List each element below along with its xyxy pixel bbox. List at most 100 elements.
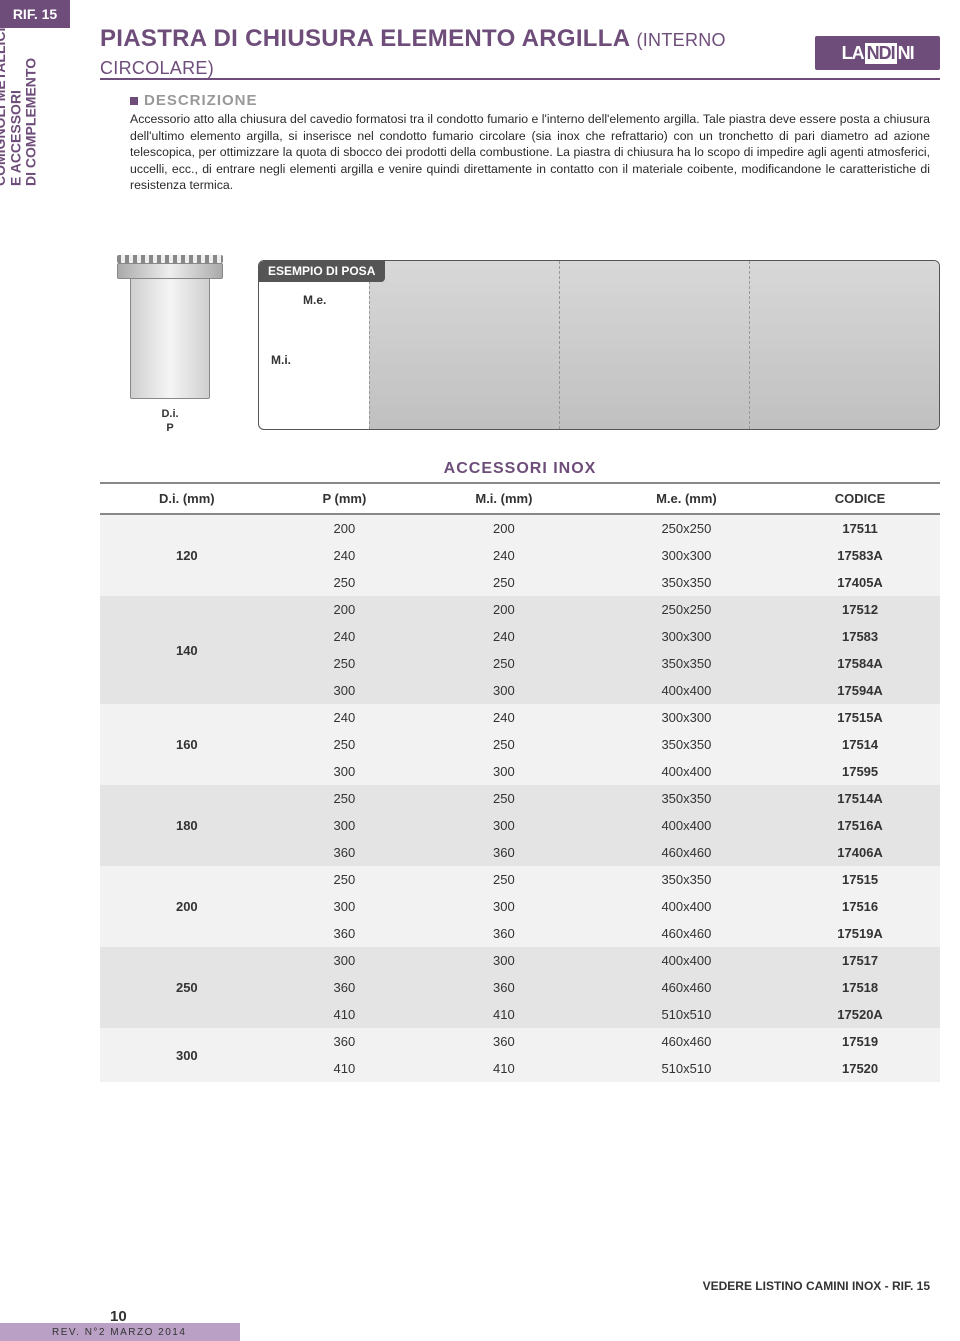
page-title: PIASTRA DI CHIUSURA ELEMENTO ARGILLA (IN…: [100, 25, 815, 81]
rif-tab: RIF. 15: [0, 0, 70, 28]
cell: 17511: [780, 514, 940, 542]
diagram-box: D.i. P: [100, 260, 240, 430]
cell: 17514: [780, 731, 940, 758]
example-photo: [749, 261, 939, 429]
cell: 350x350: [593, 731, 780, 758]
cell: 250: [274, 785, 415, 812]
middle-row: D.i. P ESEMPIO DI POSA M.e. M.i.: [100, 260, 940, 430]
cell: 17583: [780, 623, 940, 650]
cell: 360: [274, 839, 415, 866]
cell: 300x300: [593, 542, 780, 569]
cell: 400x400: [593, 812, 780, 839]
cell: 250: [415, 650, 593, 677]
cell: 250x250: [593, 596, 780, 623]
table-header: D.i. (mm): [100, 483, 274, 514]
revision-bar: REV. N°2 MARZO 2014: [0, 1323, 240, 1341]
cell: 350x350: [593, 650, 780, 677]
table-row: 120200200250x25017511: [100, 514, 940, 542]
description-text: Accessorio atto alla chiusura del cavedi…: [130, 111, 930, 194]
logo-post: NI: [898, 43, 914, 64]
cell: 460x460: [593, 974, 780, 1001]
cell: 17515: [780, 866, 940, 893]
cell: 300: [415, 758, 593, 785]
cell: 300: [274, 812, 415, 839]
cell: 250x250: [593, 514, 780, 542]
cell: 510x510: [593, 1001, 780, 1028]
cell: 300x300: [593, 623, 780, 650]
table-row: 140200200250x25017512: [100, 596, 940, 623]
cell: 17595: [780, 758, 940, 785]
sidebar-title: COMIGNOLI METALLICI E ACCESSORI DI COMPL…: [0, 28, 32, 228]
example-photo: [369, 261, 559, 429]
footer-reference: VEDERE LISTINO CAMINI INOX - RIF. 15: [703, 1279, 930, 1293]
cell: 360: [274, 974, 415, 1001]
cell-di: 160: [100, 704, 274, 785]
example-photo: [559, 261, 749, 429]
cell: 200: [415, 514, 593, 542]
cell-di: 140: [100, 596, 274, 704]
cell: 400x400: [593, 947, 780, 974]
description-block: DESCRIZIONE Accessorio atto alla chiusur…: [130, 92, 930, 194]
cell: 17583A: [780, 542, 940, 569]
cell: 250: [415, 785, 593, 812]
cell: 240: [415, 542, 593, 569]
cell: 17514A: [780, 785, 940, 812]
cell: 350x350: [593, 569, 780, 596]
cell: 17512: [780, 596, 940, 623]
cell: 250: [415, 569, 593, 596]
cell: 300: [415, 893, 593, 920]
cell: 250: [415, 866, 593, 893]
cell: 360: [274, 920, 415, 947]
cell-di: 120: [100, 514, 274, 596]
cell: 17520A: [780, 1001, 940, 1028]
table-row: 250300300400x40017517: [100, 947, 940, 974]
cell: 300: [415, 947, 593, 974]
example-labels: M.e. M.i.: [259, 261, 369, 429]
description-heading: DESCRIZIONE: [130, 92, 930, 109]
table-row: 180250250350x35017514A: [100, 785, 940, 812]
cell: 17518: [780, 974, 940, 1001]
cell: 17516: [780, 893, 940, 920]
description-heading-text: DESCRIZIONE: [144, 92, 258, 109]
cell-di: 200: [100, 866, 274, 947]
table-title: ACCESSORI INOX: [100, 460, 940, 478]
cell: 17519A: [780, 920, 940, 947]
spec-table: D.i. (mm)P (mm)M.i. (mm)M.e. (mm)CODICE …: [100, 482, 940, 1082]
header: PIASTRA DI CHIUSURA ELEMENTO ARGILLA (IN…: [100, 28, 940, 80]
cell: 410: [415, 1001, 593, 1028]
table-header: P (mm): [274, 483, 415, 514]
cell: 400x400: [593, 893, 780, 920]
logo-pre: LA: [842, 43, 864, 64]
cell: 240: [274, 542, 415, 569]
cell: 300: [415, 812, 593, 839]
cell: 360: [415, 1028, 593, 1055]
cell: 17519: [780, 1028, 940, 1055]
table-row: 200250250350x35017515: [100, 866, 940, 893]
label-me: M.e.: [303, 293, 326, 307]
cell: 460x460: [593, 1028, 780, 1055]
logo: LANDINI: [815, 36, 940, 70]
cell: 460x460: [593, 839, 780, 866]
cell: 17584A: [780, 650, 940, 677]
table-header: M.e. (mm): [593, 483, 780, 514]
cell: 410: [415, 1055, 593, 1082]
cell: 250: [415, 731, 593, 758]
cell: 360: [274, 1028, 415, 1055]
cell: 300: [274, 758, 415, 785]
cell: 17405A: [780, 569, 940, 596]
cell: 250: [274, 866, 415, 893]
cell: 400x400: [593, 758, 780, 785]
cell: 240: [274, 704, 415, 731]
table-wrap: ACCESSORI INOX D.i. (mm)P (mm)M.i. (mm)M…: [100, 460, 940, 1082]
cell: 200: [415, 596, 593, 623]
cell: 240: [274, 623, 415, 650]
cylinder-icon: [130, 274, 210, 399]
cell: 200: [274, 514, 415, 542]
cell-di: 300: [100, 1028, 274, 1082]
cell: 17517: [780, 947, 940, 974]
diagram-label-di: D.i.: [100, 408, 240, 420]
cell: 240: [415, 623, 593, 650]
logo-mid: NDI: [865, 43, 897, 64]
cell: 400x400: [593, 677, 780, 704]
square-icon: [130, 97, 138, 105]
